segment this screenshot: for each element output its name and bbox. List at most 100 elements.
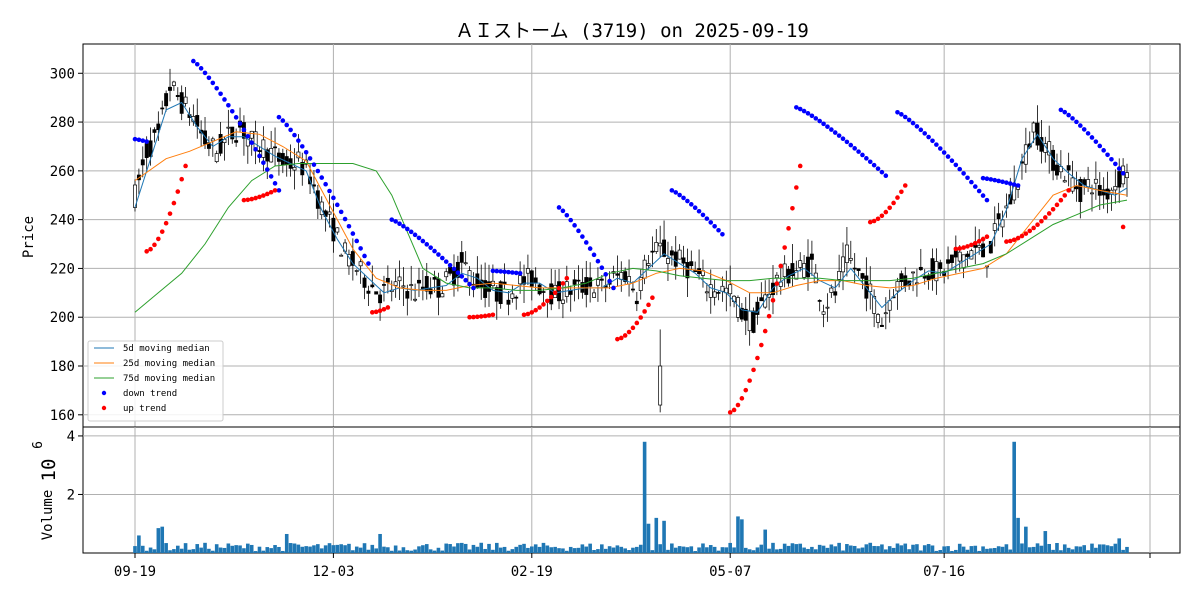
down-trend-dot — [226, 103, 231, 108]
up-trend-dot — [152, 242, 157, 248]
down-trend-dot — [1101, 148, 1106, 153]
down-trend-dot — [848, 142, 854, 148]
volume-bar — [347, 543, 351, 553]
candle-body — [529, 270, 534, 287]
candle-body — [339, 254, 344, 257]
volume-bar — [965, 549, 970, 553]
candle-body — [525, 268, 530, 274]
volume-bar — [829, 544, 834, 553]
volume-bar — [887, 546, 892, 553]
volume-bar — [277, 546, 281, 553]
volume-bar — [584, 546, 589, 553]
down-trend-dot — [587, 246, 593, 251]
down-trend-dot — [860, 152, 865, 158]
volume-bar — [996, 546, 1001, 553]
down-trend-dot — [331, 195, 336, 201]
volume-bar — [549, 547, 554, 553]
down-trend-dot — [358, 246, 363, 251]
down-trend-dot — [436, 252, 441, 257]
up-trend-dot — [525, 311, 531, 317]
up-trend-dot — [381, 306, 387, 312]
up-trend-dot — [560, 281, 566, 286]
volume-bar — [339, 544, 343, 553]
down-trend-dot — [494, 268, 500, 274]
up-trend-dot — [976, 238, 982, 244]
x-axis-ticks: 09-19 12-03 02-19 05-07 07-16 — [114, 553, 1151, 580]
down-trend-dot — [867, 159, 873, 165]
volume-bar — [759, 544, 764, 553]
down-trend-dot — [191, 58, 196, 64]
volume-bar — [813, 549, 818, 553]
candle-body — [506, 299, 511, 305]
candle-body — [393, 281, 398, 286]
down-trend-dot — [502, 269, 507, 275]
down-trend-dot — [603, 272, 609, 277]
down-trend-dot — [257, 153, 262, 159]
candle-body — [514, 296, 519, 299]
volume-bar — [720, 547, 725, 553]
down-trend-dot — [568, 217, 574, 223]
candle-body — [821, 311, 826, 315]
down-trend-dot — [424, 242, 430, 247]
volume-bar — [397, 550, 402, 553]
candle-body — [615, 273, 620, 276]
up-trend-dot — [556, 285, 562, 291]
volume-bar — [607, 546, 612, 553]
candle-body — [794, 270, 799, 280]
candle-body — [463, 262, 468, 265]
volume-bar — [249, 544, 254, 553]
down-trend-dot — [708, 220, 714, 225]
candle-body — [1043, 143, 1048, 153]
volume-bar — [638, 544, 643, 553]
down-trend-dot — [455, 270, 461, 275]
candle-body — [354, 270, 359, 272]
volume-bar — [409, 550, 414, 553]
down-trend-dot — [895, 110, 900, 115]
up-trend-dot — [747, 378, 752, 383]
volume-bar — [533, 544, 538, 553]
volume-bar — [557, 548, 561, 553]
candle-body — [1125, 172, 1129, 179]
candle-body — [856, 268, 861, 271]
up-trend-dot — [797, 163, 803, 169]
down-trend-dot — [1081, 127, 1087, 132]
down-trend-dot — [696, 208, 702, 214]
candle-body — [218, 134, 223, 154]
candle-body — [946, 259, 951, 264]
up-trend-dot — [548, 294, 554, 300]
candle-body — [852, 267, 857, 270]
volume-bar — [510, 549, 515, 553]
down-trend-dot — [272, 181, 278, 186]
volume-bar — [565, 550, 569, 553]
candle-body — [405, 291, 410, 299]
candle-body — [712, 291, 717, 298]
down-trend-dot — [292, 132, 297, 138]
down-trend-dot — [268, 174, 274, 179]
volume-tick-label: 4 — [67, 429, 75, 445]
up-trend-dot — [961, 245, 966, 250]
candle-body — [965, 253, 970, 257]
volume-bar — [253, 551, 258, 553]
candle-body — [234, 140, 239, 143]
x-tick-label: 12-03 — [312, 564, 354, 580]
candle-body — [689, 261, 694, 267]
volume-bar — [351, 550, 355, 553]
candle-body — [378, 294, 383, 304]
down-trend-dot — [261, 160, 266, 166]
volume-bar — [1051, 549, 1055, 553]
up-trend-dot — [370, 310, 375, 315]
down-trend-dot — [338, 209, 344, 215]
up-trend-dot — [1031, 225, 1036, 231]
down-trend-dot — [198, 66, 204, 71]
volume-bar — [666, 549, 670, 553]
candle-body — [716, 292, 721, 294]
down-trend-dot — [580, 234, 585, 239]
candle-body — [708, 284, 713, 298]
down-trend-dot — [801, 108, 807, 114]
volume-bar — [354, 546, 359, 553]
up-trend-dot — [486, 313, 492, 318]
down-trend-dot — [583, 240, 589, 245]
volume-bar — [269, 548, 273, 553]
price-tick-label: 260 — [50, 164, 75, 180]
down-trend-dot — [237, 121, 243, 126]
